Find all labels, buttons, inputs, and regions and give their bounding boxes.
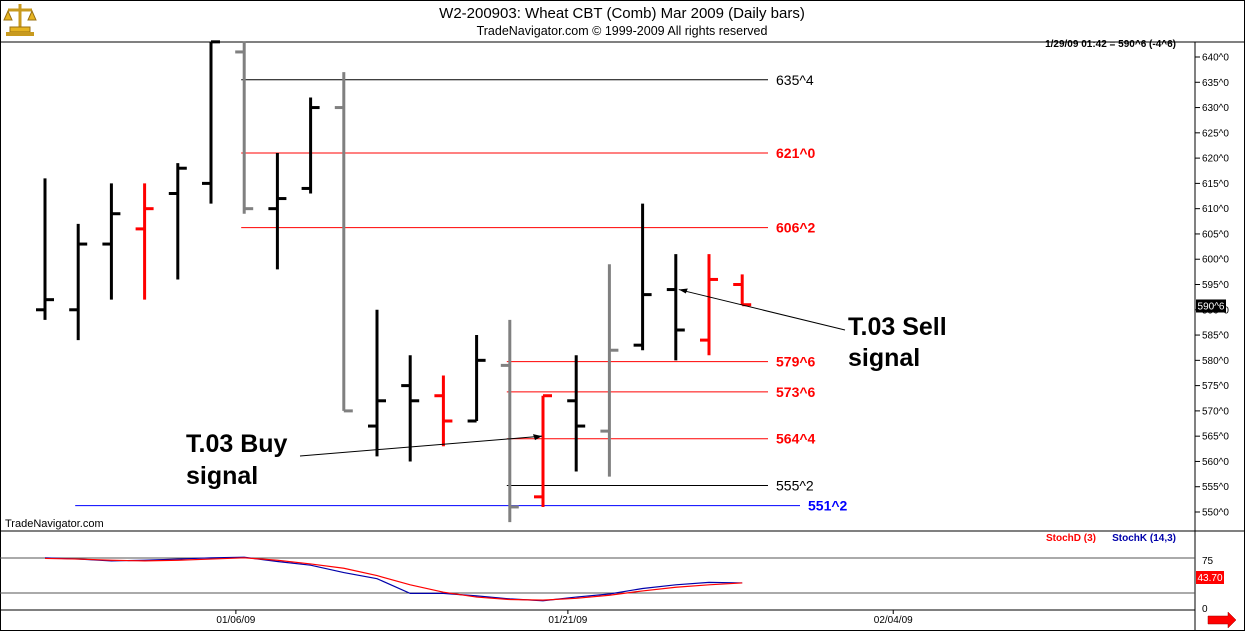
ohlc-bar — [202, 40, 220, 204]
level-label: 579^6 — [776, 354, 816, 370]
ohlc-bar — [401, 355, 420, 462]
level-label: 573^6 — [776, 384, 816, 400]
price-tick-label: 630^0 — [1202, 103, 1229, 114]
price-tick-label: 600^0 — [1202, 255, 1229, 266]
price-tick-label: 610^0 — [1202, 204, 1229, 215]
ohlc-bar — [534, 394, 552, 507]
ohlc-bar — [666, 254, 685, 361]
level-label: 606^2 — [776, 220, 816, 236]
stochk-line — [44, 556, 743, 602]
current-price-tag: 590^6 — [1196, 299, 1226, 313]
price-tick-label: 595^0 — [1202, 280, 1229, 291]
ohlc-bar — [36, 178, 54, 320]
current-price-label: 590^6 — [1198, 301, 1225, 312]
scales-icon[interactable] — [1, 1, 41, 41]
level-label: 635^4 — [776, 72, 814, 88]
buy-signal-label: T.03 Buy — [186, 430, 288, 458]
price-tick-label: 615^0 — [1202, 179, 1229, 190]
ohlc-bar — [135, 183, 154, 300]
sell-arrow-icon — [678, 288, 688, 294]
price-timestamp: 1/29/09 01:42 = 590^6 (-4^6) — [1045, 39, 1176, 50]
price-tick-label: 585^0 — [1202, 331, 1229, 342]
buy-signal-pointer — [299, 435, 543, 457]
price-tick-label: 635^0 — [1202, 78, 1229, 89]
watermark-text: TradeNavigator.com — [5, 518, 104, 530]
ohlc-bar — [69, 223, 88, 341]
stoch-current-tag: 43.70 — [1196, 571, 1224, 584]
price-tick-label: 575^0 — [1202, 381, 1229, 392]
price-tick-label: 625^0 — [1202, 128, 1229, 139]
stochastic-panel: 0 75 — [0, 556, 1214, 615]
ohlc-bar — [268, 153, 287, 270]
level-label: 564^4 — [776, 431, 816, 447]
ohlc-bar — [334, 72, 353, 413]
ohlc-bar — [733, 274, 752, 307]
price-tick-label: 560^0 — [1202, 457, 1229, 468]
level-label: 551^2 — [808, 498, 848, 514]
stochd-legend: StochD (3) — [1046, 533, 1096, 544]
level-label: 555^2 — [776, 477, 814, 493]
ohlc-bar — [600, 264, 619, 477]
ohlc-bar — [102, 183, 121, 300]
price-tick-label: 605^0 — [1202, 229, 1229, 240]
ohlc-bar — [301, 97, 320, 194]
date-tick-label: 01/21/09 — [548, 615, 587, 626]
date-tick-label: 01/06/09 — [216, 615, 255, 626]
ohlc-bar — [168, 163, 187, 280]
ohlc-bar — [235, 41, 254, 214]
ohlc-bar — [467, 335, 486, 423]
price-tick-label: 580^0 — [1202, 356, 1229, 367]
ohlc-bar — [434, 375, 453, 447]
ohlc-bar — [633, 203, 652, 351]
price-tick-label: 620^0 — [1202, 154, 1229, 165]
price-tick-label: 550^0 — [1202, 508, 1229, 519]
ohlc-bar — [500, 319, 519, 523]
ohlc-bar — [567, 355, 586, 472]
date-axis: 01/06/09 01/21/09 02/04/09 — [216, 610, 913, 626]
ohlc-bar — [368, 309, 386, 457]
price-tick-label: 570^0 — [1202, 406, 1229, 417]
date-tick-label: 02/04/09 — [874, 615, 913, 626]
price-tick-label: 640^0 — [1202, 53, 1229, 64]
ohlc-bar — [700, 254, 718, 356]
support-resistance-levels: 635^4 621^0 606^2 579^6 573^6 564^4 555^2 551^2 — [75, 72, 848, 514]
chart-title: W2-200903: Wheat CBT (Comb) Mar 2009 (Da… — [439, 5, 805, 22]
price-tick-label: 555^0 — [1202, 482, 1229, 493]
sell-signal-label-line2: signal — [848, 344, 920, 372]
level-label: 621^0 — [776, 145, 816, 161]
stoch-current-label: 43.70 — [1197, 573, 1222, 584]
signal-annotations: T.03 Buy signal T.03 Sell signal — [186, 288, 947, 490]
price-bars — [36, 40, 752, 523]
stoch-tick-label: 75 — [1202, 556, 1214, 567]
sell-signal-pointer — [678, 289, 846, 331]
buy-signal-label-line2: signal — [186, 462, 258, 490]
stochk-legend: StochK (14,3) — [1112, 533, 1176, 544]
copyright-text: TradeNavigator.com © 1999-2009 All right… — [477, 24, 768, 38]
scroll-right-arrow-icon[interactable] — [1207, 611, 1237, 629]
buy-arrow-icon — [533, 434, 542, 441]
stochd-line — [44, 557, 743, 601]
stoch-tick-label: 0 — [1202, 604, 1208, 615]
price-tick-label: 565^0 — [1202, 432, 1229, 443]
sell-signal-label: T.03 Sell — [848, 313, 947, 341]
